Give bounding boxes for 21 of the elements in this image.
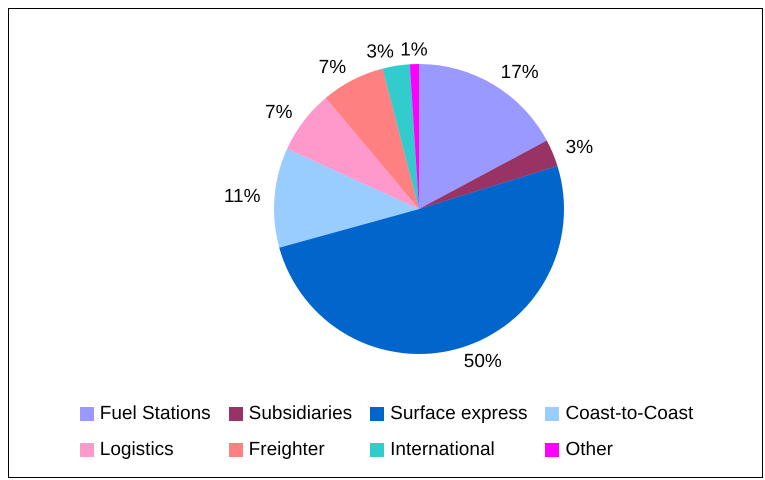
legend-label: Coast-to-Coast xyxy=(565,403,694,425)
legend-label: Other xyxy=(565,439,613,461)
pie-slice xyxy=(279,166,564,354)
pie-slice xyxy=(274,148,419,248)
legend-label: Fuel Stations xyxy=(100,403,211,425)
data-label: 17% xyxy=(500,62,539,84)
legend-label: Surface express xyxy=(390,403,528,425)
data-label: 50% xyxy=(464,351,502,372)
legend-label: Freighter xyxy=(248,439,325,461)
pie-slice xyxy=(382,64,419,209)
legend-label: Subsidiaries xyxy=(248,403,352,425)
data-label: 3% xyxy=(566,137,594,158)
pie-slice xyxy=(419,140,558,209)
data-label: 3% xyxy=(366,41,394,62)
data-label: 7% xyxy=(265,102,293,124)
pie-slice xyxy=(419,64,547,209)
legend-label: Logistics xyxy=(100,439,174,461)
data-label: 7% xyxy=(318,57,346,78)
data-label: 11% xyxy=(224,186,261,207)
legend-label: International xyxy=(390,439,495,461)
data-label: 1% xyxy=(400,40,428,61)
